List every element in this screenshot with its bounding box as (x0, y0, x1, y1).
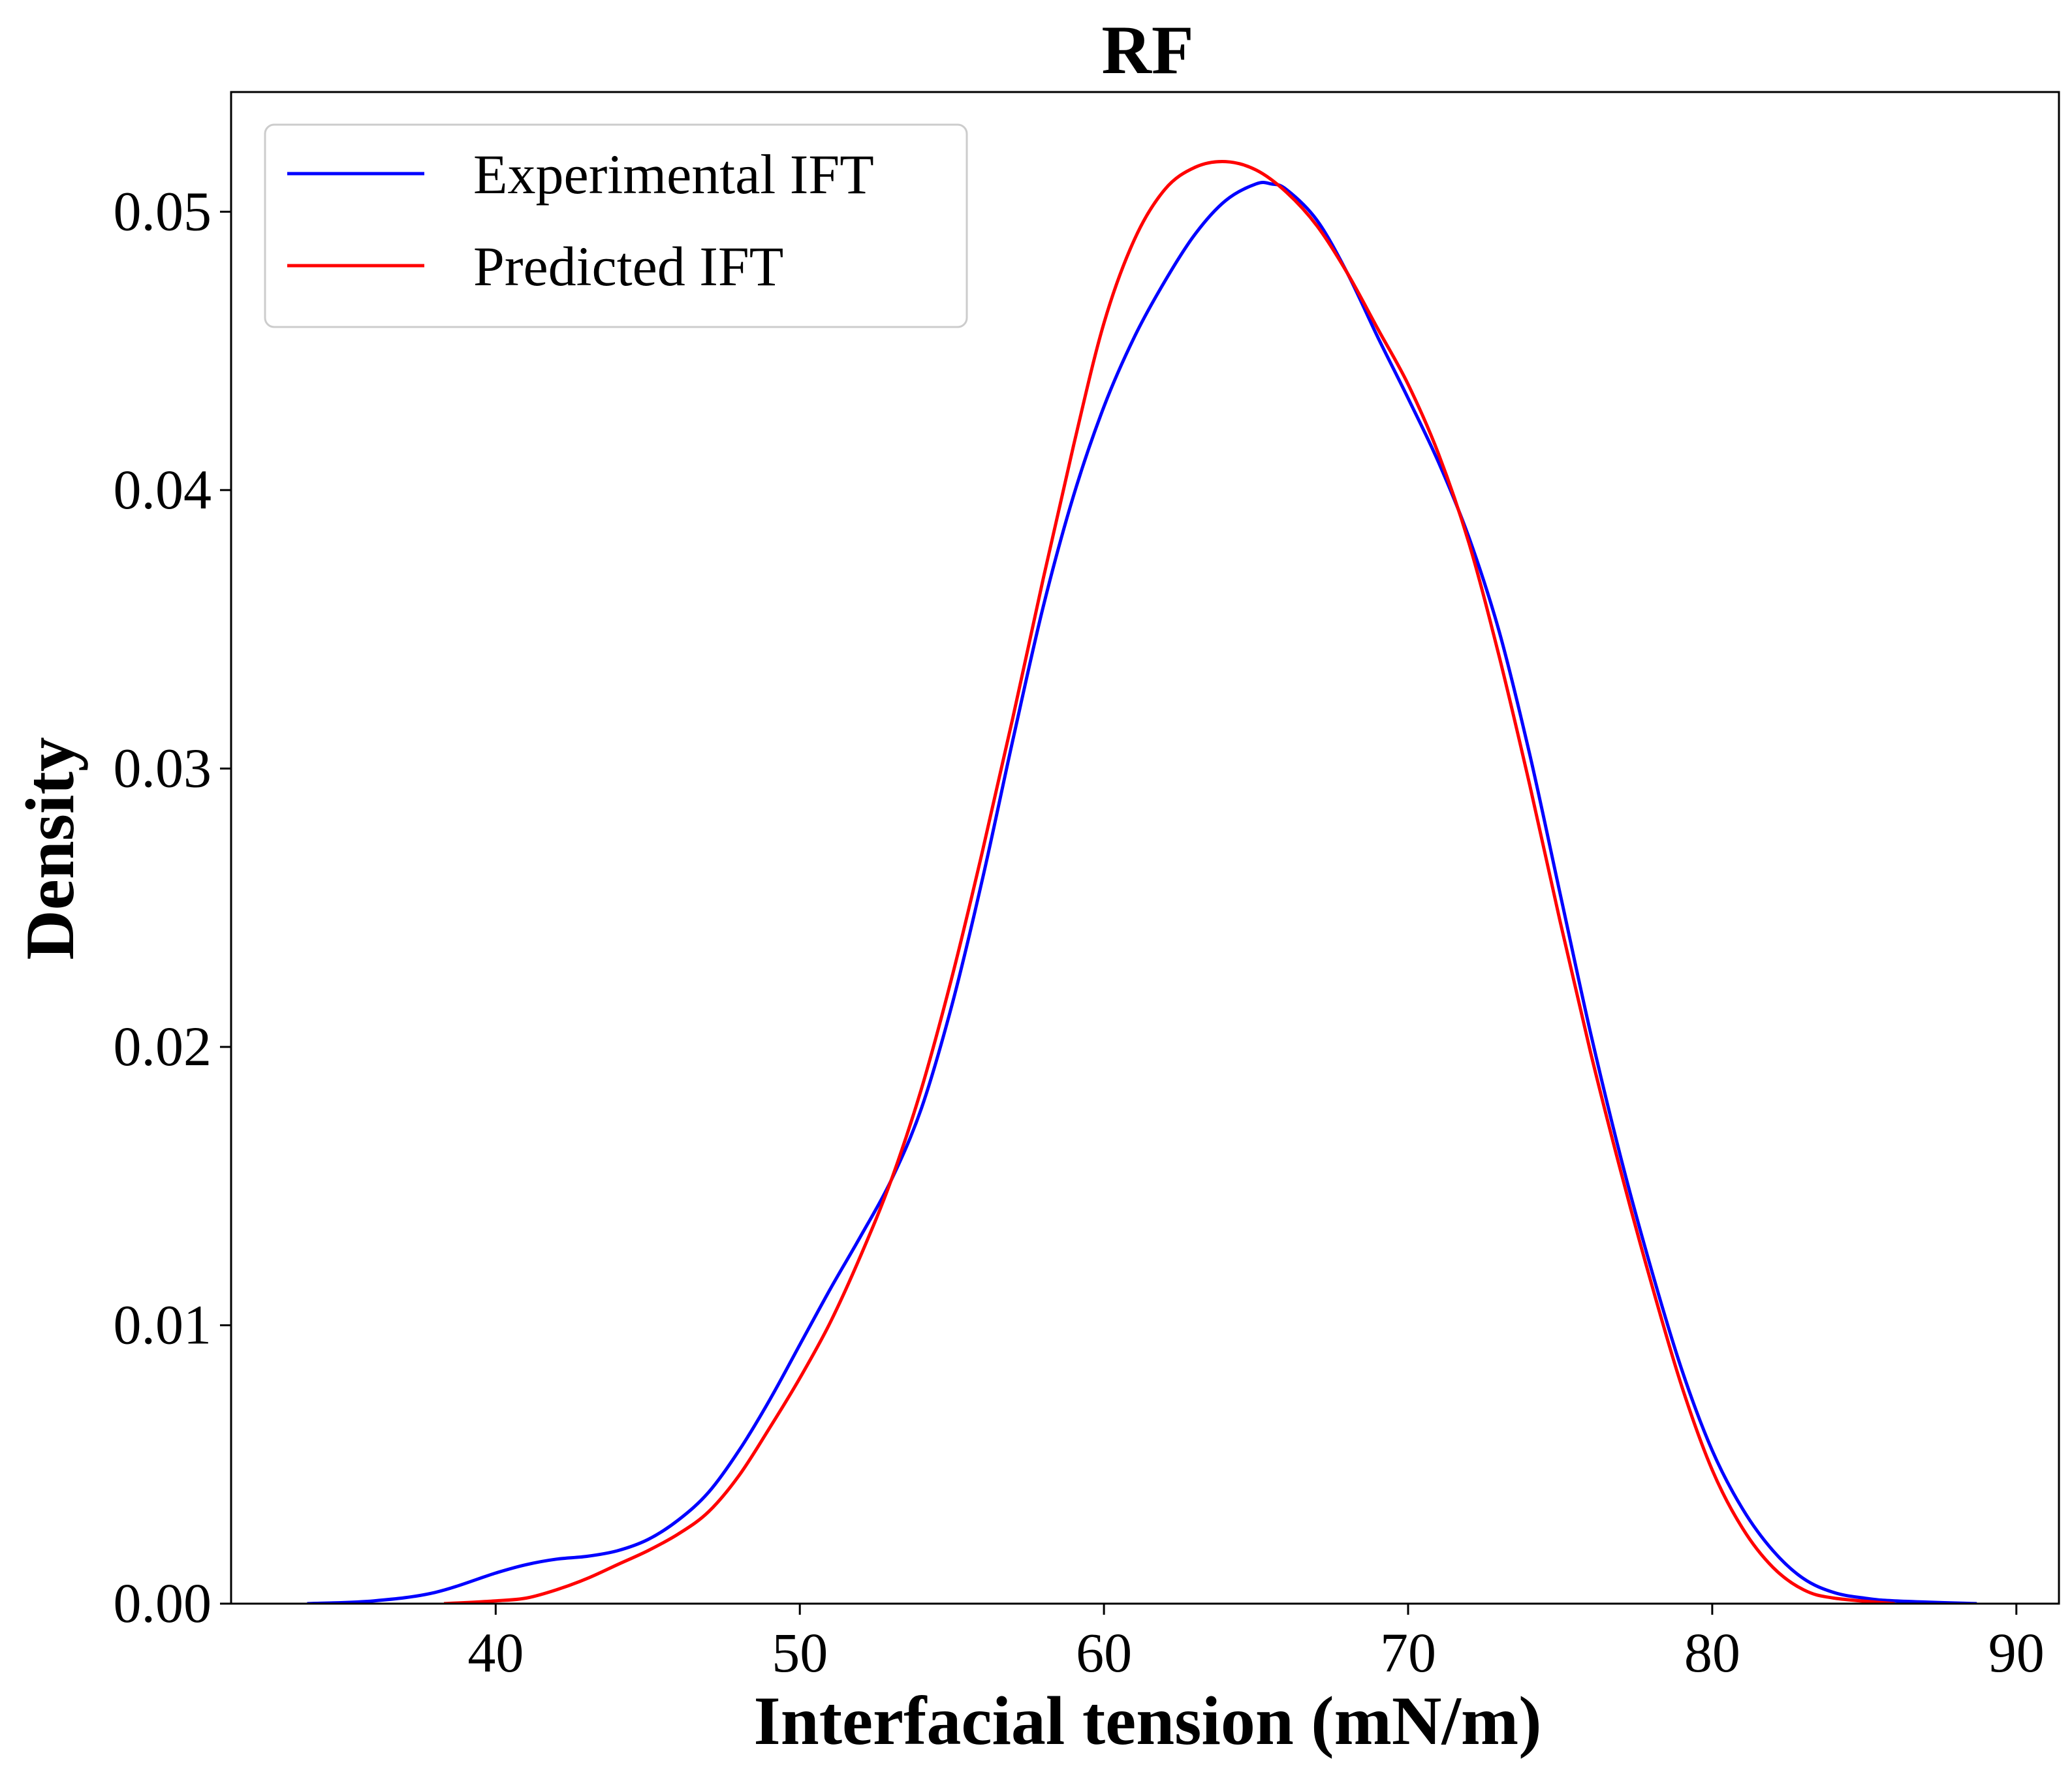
series-layer (307, 159, 1977, 1604)
y-tick-label: 0.05 (114, 179, 212, 242)
y-tick-label: 0.02 (114, 1015, 212, 1078)
x-axis-label: Interfacial tension (mN/m) (754, 1683, 1542, 1759)
x-tick-label: 90 (1988, 1621, 2045, 1684)
x-tick-label: 50 (772, 1621, 828, 1684)
chart-title: RF (1101, 12, 1193, 88)
x-tick-label: 60 (1076, 1621, 1132, 1684)
y-axis-ticks: 0.00 0.01 0.02 0.03 0.04 0.05 (114, 179, 231, 1634)
x-tick-label: 70 (1380, 1621, 1436, 1684)
plot-frame (230, 91, 2060, 1605)
x-axis-ticks: 40 50 60 70 80 90 (467, 1604, 2045, 1684)
series-line-experimental-ift (307, 181, 1977, 1604)
legend-label-experimental-ift: Experimental IFT (473, 143, 874, 206)
legend-label-predicted-ift: Predicted IFT (473, 235, 783, 298)
series-line-predicted-ift (443, 159, 1895, 1604)
y-tick-label: 0.00 (114, 1572, 212, 1634)
y-axis-label: Density (12, 737, 88, 960)
y-tick-label: 0.03 (114, 736, 212, 799)
y-tick-label: 0.01 (114, 1293, 212, 1356)
x-tick-label: 40 (467, 1621, 524, 1684)
legend: Experimental IFT Predicted IFT (264, 123, 968, 328)
y-tick-label: 0.04 (114, 458, 212, 521)
x-tick-label: 80 (1684, 1621, 1740, 1684)
legend-frame (264, 123, 968, 328)
